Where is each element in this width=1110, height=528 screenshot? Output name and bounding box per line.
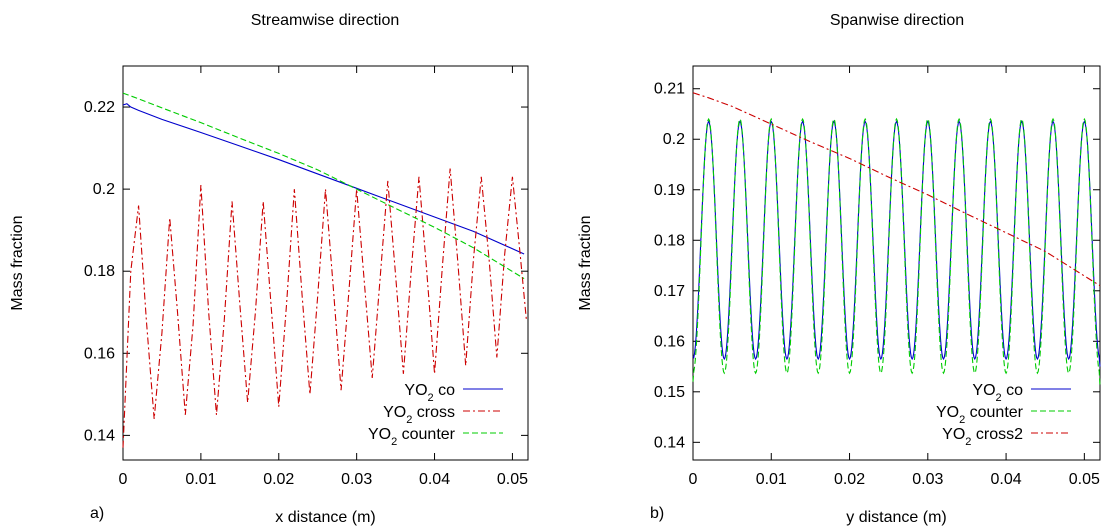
legend-label: YO2 counter (368, 426, 456, 448)
x-axis-label: y distance (m) (846, 509, 946, 526)
y-tick-label: 0.16 (84, 345, 115, 362)
x-tick-label: 0.04 (991, 471, 1022, 488)
x-tick-label: 0.03 (912, 471, 943, 488)
plot-frame (692, 65, 1101, 461)
x-tick-label: 0.02 (263, 471, 294, 488)
x-tick-label: 0.01 (185, 471, 216, 488)
legend-label: YO2 co (972, 382, 1023, 404)
x-tick-label: 0.03 (341, 471, 372, 488)
y-tick-label: 0.14 (654, 434, 685, 451)
chart-title: Streamwise direction (251, 12, 400, 29)
chart-title: Spanwise direction (830, 12, 964, 29)
x-tick-label: 0 (689, 471, 698, 488)
plot-frame (122, 65, 529, 461)
y-axis-label: Mass fraction (9, 215, 26, 310)
y-tick-label: 0.21 (654, 81, 685, 98)
x-tick-label: 0.01 (756, 471, 787, 488)
legend-label: YO2 co (404, 382, 455, 404)
x-tick-label: 0.05 (497, 471, 528, 488)
y-tick-label: 0.2 (663, 131, 685, 148)
y-tick-label: 0.22 (84, 99, 115, 116)
chart-panel-b: Spanwise direction 0 0.01 0.02 0.03 0.04 0.05 0… (577, 12, 1101, 526)
series-line-yo2-counter (122, 92, 525, 280)
panel-label: a) (90, 505, 104, 522)
chart-panel-a: Streamwise direction 0 0.01 0.02 0.03 0.04 0.0… (9, 12, 529, 526)
y-tick-label: 0.15 (654, 384, 685, 401)
legend-label: YO2 counter (936, 404, 1024, 426)
x-tick-label: 0.04 (419, 471, 450, 488)
x-tick-label: 0.05 (1069, 471, 1100, 488)
y-tick-label: 0.16 (654, 333, 685, 350)
series-line-yo2-co (692, 120, 1101, 367)
x-tick-label: 0 (119, 471, 128, 488)
y-tick-label: 0.14 (84, 427, 115, 444)
y-tick-label: 0.17 (654, 283, 685, 300)
series-line-yo2-cross2 (692, 92, 1101, 287)
x-tick-label: 0.02 (834, 471, 865, 488)
legend-label: YO2 cross (383, 404, 455, 426)
legend-label: YO2 cross2 (942, 426, 1023, 448)
y-axis-label: Mass fraction (577, 215, 594, 310)
series-line-yo2-cross (122, 168, 527, 448)
series-line-yo2-co (122, 103, 525, 255)
y-tick-label: 0.18 (654, 232, 685, 249)
y-tick-label: 0.19 (654, 182, 685, 199)
panel-label: b) (650, 505, 664, 522)
y-tick-label: 0.18 (84, 263, 115, 280)
y-tick-label: 0.2 (93, 181, 115, 198)
x-axis-label: x distance (m) (275, 509, 375, 526)
series-line-yo2-counter (692, 117, 1101, 387)
